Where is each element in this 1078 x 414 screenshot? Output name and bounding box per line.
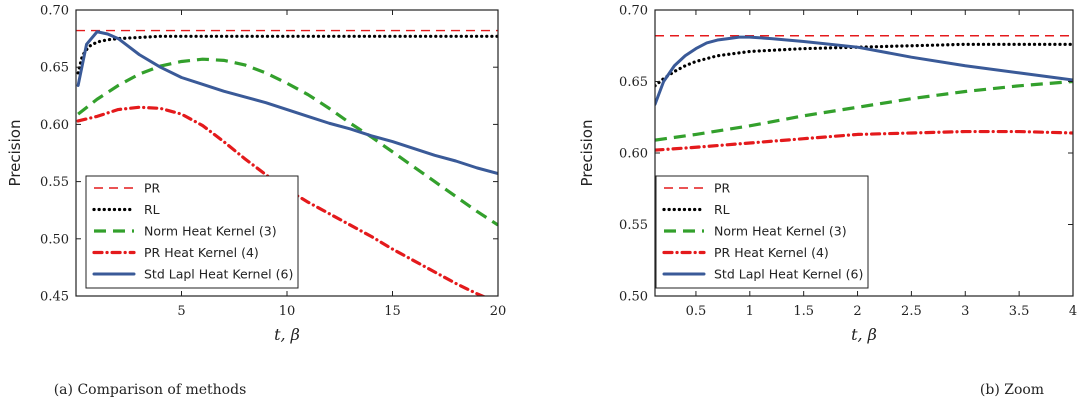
y-tick-label: 0.65 (619, 75, 648, 90)
legend-entry-4: Std Lapl Heat Kernel (6) (144, 267, 293, 282)
figure-caption: (b) Zoom (980, 382, 1044, 398)
x-tick-label: 3 (961, 304, 969, 319)
x-tick-label: 1.5 (793, 304, 814, 319)
legend-entry-0: PR (714, 181, 731, 196)
x-axis-label: t, β (274, 325, 300, 344)
figure-caption: (a) Comparison of methods (54, 382, 247, 398)
series-line-1 (655, 42, 1073, 88)
y-tick-label: 0.65 (40, 61, 69, 76)
x-tick-label: 0.5 (686, 304, 707, 319)
legend-entry-4: Std Lapl Heat Kernel (6) (714, 267, 863, 282)
series-line-2 (655, 79, 1073, 142)
x-tick-label: 4 (1069, 304, 1077, 319)
x-tick-label: 2 (853, 304, 861, 319)
x-tick-label: 5 (177, 304, 185, 319)
x-tick-label: 2.5 (901, 304, 922, 319)
y-tick-label: 0.60 (619, 147, 648, 162)
y-tick-label: 0.55 (619, 218, 648, 233)
legend: PR RL Norm Heat Kernel (3) PR Heat Kernel (… (85, 175, 299, 289)
y-tick-label: 0.50 (619, 290, 648, 305)
legend-entry-1: RL (144, 202, 160, 217)
y-axis-label: Precision (6, 120, 24, 187)
x-tick-label: 15 (384, 304, 401, 319)
y-tick-label: 0.70 (619, 4, 648, 19)
y-axis-label: Precision (578, 120, 596, 187)
legend-entry-2: Norm Heat Kernel (3) (144, 224, 277, 239)
chart-a: 0.45 0.50 0.55 0.60 0.65 0.70 5 10 15 20 Precision… (6, 4, 506, 399)
y-tick-label: 0.60 (40, 118, 69, 133)
y-tick-label: 0.70 (40, 4, 69, 19)
y-tick-label: 0.50 (40, 232, 69, 247)
series-line-2 (77, 57, 498, 227)
plot-area (655, 35, 1073, 152)
x-tick-label: 3.5 (1009, 304, 1030, 319)
legend-entry-0: PR (144, 181, 161, 196)
legend: PR RL Norm Heat Kernel (3) PR Heat Kernel (… (655, 175, 869, 289)
series-line-4 (76, 30, 498, 176)
x-tick-label: 1 (746, 304, 754, 319)
series-line-4 (655, 35, 1073, 106)
legend-entry-3: PR Heat Kernel (4) (144, 245, 259, 260)
x-tick-label: 10 (279, 304, 296, 319)
legend-entry-1: RL (714, 202, 730, 217)
legend-entry-2: Norm Heat Kernel (3) (714, 224, 847, 239)
series-line-1 (76, 34, 498, 75)
y-tick-label: 0.55 (40, 175, 69, 190)
x-tick-label: 20 (490, 304, 507, 319)
series-line-3 (655, 129, 1073, 152)
x-axis-label: t, β (851, 325, 877, 344)
y-tick-label: 0.45 (40, 290, 69, 305)
legend-entry-3: PR Heat Kernel (4) (714, 245, 829, 260)
chart-b: 0.50 0.55 0.60 0.65 0.70 0.5 1 1.5 2 2.5 3 3.5 4 Prec… (578, 4, 1077, 399)
